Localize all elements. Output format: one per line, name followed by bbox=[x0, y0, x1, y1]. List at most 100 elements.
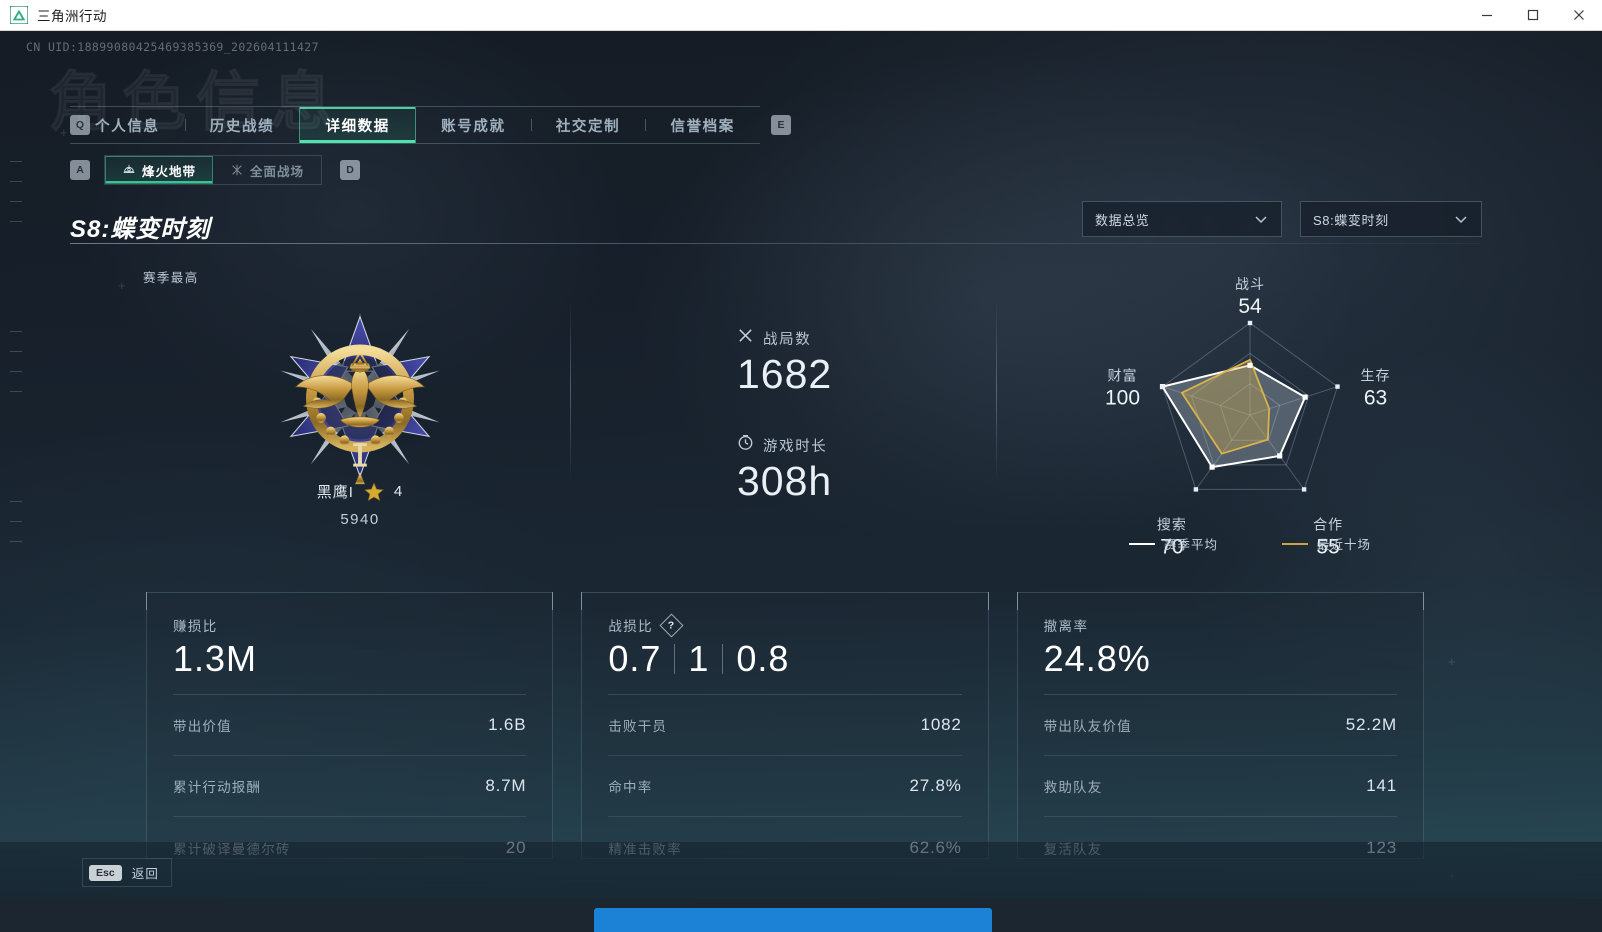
star-icon bbox=[364, 482, 384, 502]
row-key: 累计行动报酬 bbox=[173, 780, 262, 795]
table-row: 击败干员 1082 bbox=[608, 695, 962, 756]
hud-plus-mark: + bbox=[118, 278, 126, 293]
card-title-label: 战损比 bbox=[608, 619, 654, 634]
value-separator bbox=[674, 644, 676, 674]
card-title-label: 赚损比 bbox=[173, 619, 218, 634]
svg-text:54: 54 bbox=[1238, 295, 1262, 318]
svg-text:战斗: 战斗 bbox=[1235, 277, 1265, 292]
hero-divider-left bbox=[570, 299, 571, 481]
help-question-icon[interactable]: ? bbox=[659, 612, 684, 638]
sub-tab-group: 烽火地带 全面战场 bbox=[104, 155, 322, 185]
data-overview-dropdown[interactable]: 数据总览 bbox=[1082, 201, 1282, 237]
subtab-next-key-hint: D bbox=[340, 160, 360, 180]
table-row: 命中率 27.8% bbox=[608, 756, 962, 817]
hero-divider-right bbox=[996, 299, 997, 481]
tab-next-key-hint: E bbox=[771, 115, 791, 135]
tab-label: 信誉档案 bbox=[670, 118, 735, 135]
row-value: 1.6B bbox=[488, 715, 527, 734]
card-title: 撤离率 bbox=[1044, 615, 1397, 635]
subtab-label: 全面战场 bbox=[249, 164, 304, 179]
taskbar-active-item[interactable] bbox=[594, 908, 992, 932]
tab-reputation-file[interactable]: 信誉档案 bbox=[645, 107, 760, 143]
legend-swatch bbox=[1128, 542, 1155, 545]
row-key: 带出价值 bbox=[173, 719, 232, 734]
eagle-medal-icon bbox=[262, 307, 458, 487]
row-key: 命中率 bbox=[608, 780, 653, 795]
subtab-label: 烽火地带 bbox=[141, 164, 196, 179]
tab-detailed-stats[interactable]: 详细数据 bbox=[299, 107, 417, 143]
season-select-dropdown[interactable]: S8:蝶变时刻 bbox=[1300, 201, 1482, 237]
table-row: 累计行动报酬 8.7M bbox=[173, 756, 527, 817]
sub-tab-row: A 烽火地带 bbox=[70, 155, 360, 185]
account-uid-text: CN UID:18899080425469385369_202604111427 bbox=[26, 40, 319, 54]
svg-text:搜索: 搜索 bbox=[1157, 516, 1187, 532]
svg-text:100: 100 bbox=[1105, 387, 1140, 410]
row-key: 带出队友价值 bbox=[1043, 719, 1132, 734]
row-key: 击败干员 bbox=[608, 719, 668, 734]
card-title-label: 撤离率 bbox=[1043, 619, 1089, 634]
season-peak-label: 赛季最高 bbox=[143, 271, 199, 285]
hud-left-rail bbox=[6, 151, 32, 711]
card-title: 战损比 ? bbox=[608, 612, 961, 638]
subtab-operations-zone[interactable]: 烽火地带 bbox=[105, 156, 213, 184]
table-row: 救助队友 141 bbox=[1043, 756, 1397, 817]
tab-label: 账号成就 bbox=[441, 118, 506, 135]
close-icon[interactable] bbox=[1556, 0, 1602, 31]
hud-plus-mark: + bbox=[60, 125, 68, 140]
kpi-header: 战局数 bbox=[737, 327, 832, 349]
svg-text:55: 55 bbox=[1316, 535, 1339, 558]
card-primary-value: 1.3M bbox=[173, 638, 527, 695]
legend-swatch bbox=[1282, 542, 1308, 545]
tab-personal-info[interactable]: 个人信息 bbox=[70, 107, 185, 143]
kpi-matches: 战局数 1682 bbox=[737, 327, 832, 396]
subtab-prev-key-hint: A bbox=[70, 160, 90, 180]
os-taskbar bbox=[0, 899, 1602, 932]
esc-key-hint: Esc bbox=[89, 864, 122, 881]
row-value: 8.7M bbox=[485, 776, 527, 795]
radar-legend: 赛季平均 最近十场 bbox=[1040, 534, 1460, 553]
table-row: 带出队友价值 52.2M bbox=[1043, 695, 1397, 756]
row-value: 141 bbox=[1366, 776, 1397, 795]
svg-text:财富: 财富 bbox=[1108, 368, 1138, 384]
card-primary-value: 24.8% bbox=[1043, 638, 1397, 695]
tab-account-achievements[interactable]: 账号成就 bbox=[416, 107, 531, 143]
footer-bar: Esc 返回 bbox=[0, 841, 1602, 899]
delta-mountain-logo-icon bbox=[9, 5, 29, 25]
tab-match-history[interactable]: 历史战绩 bbox=[185, 107, 300, 143]
kpi-playtime: 游戏时长 308h bbox=[737, 434, 832, 503]
kpi-value: 308h bbox=[737, 458, 833, 504]
row-key: 救助队友 bbox=[1043, 780, 1103, 795]
help-glyph: ? bbox=[668, 618, 675, 631]
tab-social-customization[interactable]: 社交定制 bbox=[531, 107, 646, 143]
tab-label: 个人信息 bbox=[95, 118, 160, 135]
minimize-icon[interactable] bbox=[1464, 0, 1510, 31]
back-label: 返回 bbox=[131, 867, 160, 881]
rank-name: 黑鹰I bbox=[316, 484, 354, 501]
season-title: S8:蝶变时刻 bbox=[70, 216, 211, 243]
kd-part-middle: 1 bbox=[688, 638, 710, 679]
dropdown-selected-value: S8:蝶变时刻 bbox=[1313, 212, 1389, 228]
kd-part-kills: 0.7 bbox=[608, 638, 662, 679]
legend-label: 最近十场 bbox=[1317, 538, 1372, 552]
tab-prev-key-hint: Q bbox=[70, 115, 90, 135]
dropdown-selected-value: 数据总览 bbox=[1095, 212, 1150, 228]
kpi-value: 1682 bbox=[737, 351, 833, 397]
maximize-icon[interactable] bbox=[1510, 0, 1556, 31]
window-title: 三角洲行动 bbox=[37, 9, 107, 24]
subtab-full-battlefield[interactable]: 全面战场 bbox=[213, 156, 321, 184]
game-viewport: 角色信息 CN UID:18899080425469385369_2026041… bbox=[0, 31, 1602, 932]
crossed-swords-icon bbox=[737, 327, 754, 349]
card-primary-value: 0.7 1 0.8 bbox=[608, 638, 962, 695]
value-separator bbox=[722, 644, 724, 674]
legend-item-last-ten: 最近十场 bbox=[1282, 534, 1371, 553]
kpi-label: 战局数 bbox=[763, 331, 812, 348]
card-title: 赚损比 bbox=[173, 615, 526, 635]
main-tab-bar: 个人信息 历史战绩 详细数据 账号成就 社交定制 信誉档案 bbox=[70, 106, 760, 144]
kd-part-deaths: 0.8 bbox=[736, 638, 790, 679]
kpi-header: 游戏时长 bbox=[737, 434, 832, 456]
legend-item-season-average: 赛季平均 bbox=[1128, 534, 1218, 553]
kpi-label: 游戏时长 bbox=[763, 438, 828, 455]
clock-icon bbox=[737, 434, 754, 456]
back-button[interactable]: Esc 返回 bbox=[82, 858, 173, 887]
svg-text:63: 63 bbox=[1364, 387, 1387, 410]
